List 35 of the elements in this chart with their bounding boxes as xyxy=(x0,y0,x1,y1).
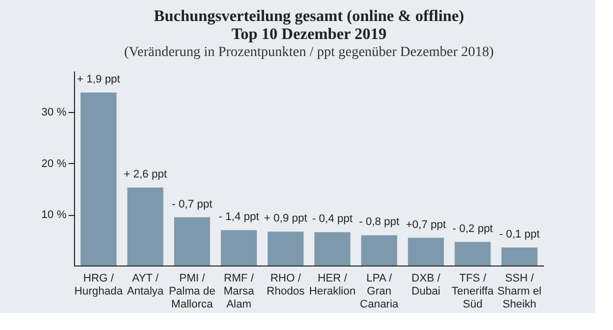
annotation: +0,7 ppt xyxy=(406,218,446,231)
x-tick-label: HRG / Hurghada xyxy=(74,272,124,298)
chart-title: Buchungsverteilung gesamt (online & offline) Top 10 Dezember 2019 xyxy=(154,8,464,43)
annotation: - 0,2 ppt xyxy=(452,222,493,235)
y-tick-label: 20 % xyxy=(41,158,67,170)
annotation: - 1,4 ppt xyxy=(218,211,260,224)
x-tick-label: SSH / Sharm el Sheikh xyxy=(497,272,542,310)
chart-subtitle: (Veränderung in Prozentpunkten / ppt gegenüber Dezember 2018) xyxy=(124,45,494,60)
x-tick-label: DXB / Dubai xyxy=(412,272,442,298)
x-tick-label: RMF / Marsa Alam xyxy=(224,272,256,310)
x-tick-label: LPA / Gran Canaria xyxy=(360,272,400,310)
annotation: - 0,1 ppt xyxy=(499,228,540,241)
annotation: - 0,8 ppt xyxy=(358,216,400,228)
bar xyxy=(127,187,164,266)
bar xyxy=(454,242,491,266)
x-tick-label: TFS / Teneriffa Süd xyxy=(452,272,495,310)
y-tick-label: 10 % xyxy=(41,209,67,222)
x-tick-label: HER / Heraklion xyxy=(309,272,356,298)
x-tick-label: PMI / Palma de Mallorca xyxy=(168,272,216,310)
bar xyxy=(220,230,257,266)
bar xyxy=(268,232,304,266)
y-tick-label: 30 % xyxy=(41,106,67,119)
x-tick-label: RHO / Rhodos xyxy=(266,272,306,298)
annotation: - 0,7 ppt xyxy=(172,198,212,210)
annotation: + 2,6 ppt xyxy=(124,168,167,180)
annotation: + 0,9 ppt xyxy=(264,212,308,225)
bar xyxy=(501,248,538,266)
annotation: - 0,4 ppt xyxy=(312,213,353,226)
bar xyxy=(80,92,117,266)
bar xyxy=(408,238,444,266)
x-tick-label: AYT / Antalya xyxy=(126,272,165,298)
bar xyxy=(314,232,350,266)
annotation: + 1,9 ppt xyxy=(76,74,120,86)
bar xyxy=(361,235,398,266)
bar xyxy=(174,217,210,266)
